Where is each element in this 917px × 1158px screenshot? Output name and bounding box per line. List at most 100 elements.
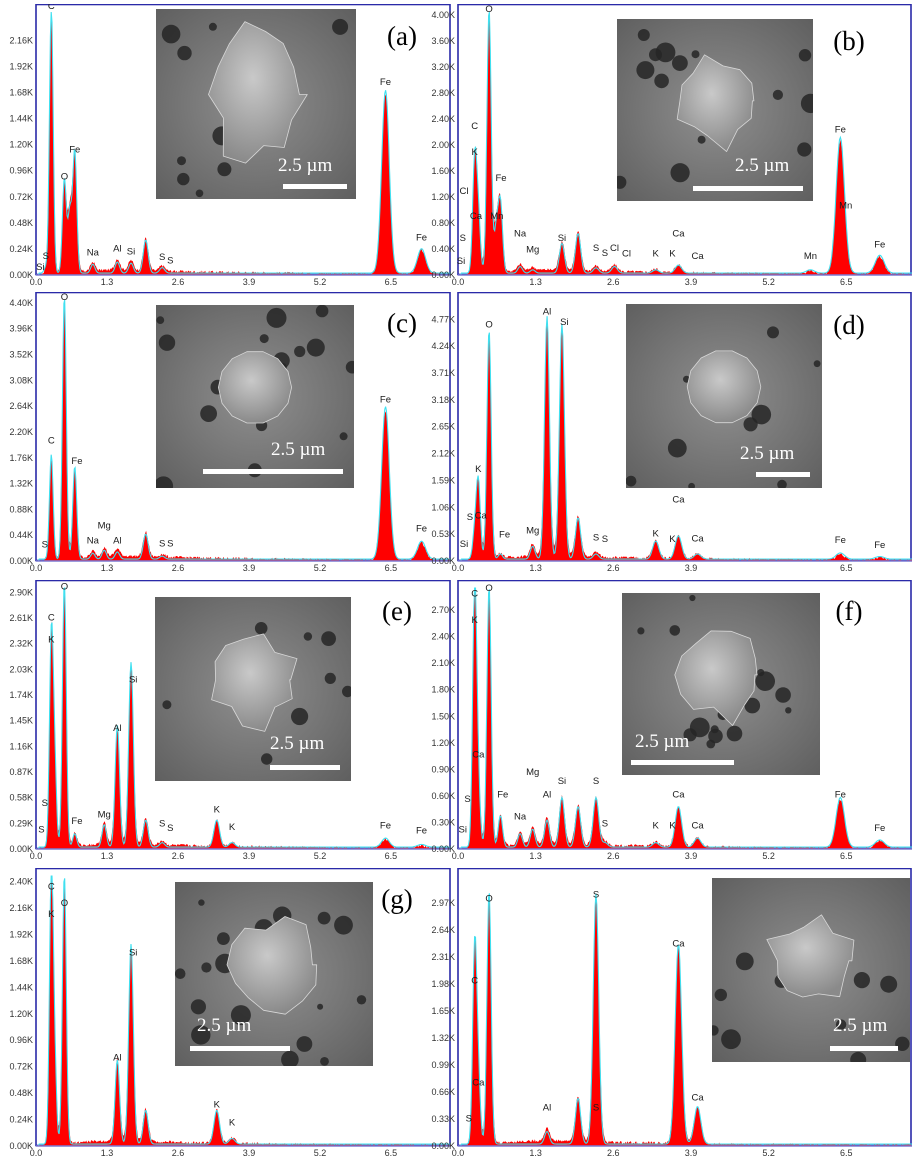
element-label: K — [48, 909, 55, 920]
element-label: K — [475, 464, 482, 475]
element-label: S — [167, 255, 173, 266]
element-label: S — [464, 794, 470, 805]
element-label: Mg — [98, 810, 111, 821]
y-tick-label: 1.92K — [9, 61, 33, 71]
element-label: Na — [514, 811, 527, 822]
element-label: Fe — [71, 456, 82, 467]
x-tick-label: 0.0 — [30, 277, 43, 287]
y-tick-label: 3.96K — [9, 324, 33, 334]
element-label: S — [602, 248, 608, 259]
y-tick-label: 1.45K — [9, 716, 33, 726]
element-label: S — [42, 539, 48, 550]
y-tick-label: 3.60K — [431, 36, 455, 46]
y-tick-label: 2.12K — [431, 449, 455, 459]
y-tick-label: 0.00K — [9, 556, 33, 566]
element-label: K — [669, 820, 676, 831]
x-tick-label: 6.5 — [840, 1148, 853, 1158]
reference-line — [458, 587, 912, 850]
reference-line — [458, 316, 912, 562]
element-label: Fe — [71, 816, 82, 827]
panel-label: (g) — [381, 884, 412, 914]
x-tick-label: 2.6 — [172, 563, 185, 573]
element-label: Fe — [499, 530, 510, 541]
element-label: S — [593, 243, 599, 254]
element-label: S — [42, 798, 48, 809]
y-tick-label: 0.66K — [431, 1087, 455, 1097]
x-tick-label: 0.0 — [30, 1148, 43, 1158]
panel-label: (f) — [836, 596, 863, 626]
element-label: O — [61, 292, 68, 303]
y-tick-label: 3.08K — [9, 375, 33, 385]
x-tick-label: 5.2 — [314, 563, 327, 573]
scale-bar — [270, 765, 340, 770]
y-tick-label: 0.00K — [431, 270, 455, 280]
scale-bar-label: 2.5 µm — [833, 1015, 888, 1036]
element-label: K — [472, 147, 479, 158]
element-label: S — [460, 233, 466, 244]
x-tick-label: 1.3 — [529, 563, 542, 573]
y-tick-label: 1.80K — [431, 685, 455, 695]
reference-line — [36, 875, 451, 1147]
element-label: O — [485, 4, 492, 15]
element-label: Fe — [380, 77, 391, 88]
y-tick-label: 0.29K — [9, 818, 33, 828]
element-label: Si — [127, 247, 135, 258]
x-tick-label: 2.6 — [172, 1148, 185, 1158]
y-tick-label: 0.60K — [431, 791, 455, 801]
element-label: Fe — [874, 540, 885, 551]
element-label: Mn — [804, 251, 817, 262]
x-tick-label: 0.0 — [30, 563, 43, 573]
x-tick-label: 1.3 — [101, 277, 114, 287]
y-tick-label: 0.58K — [9, 793, 33, 803]
element-label: Si — [129, 674, 137, 685]
y-tick-label: 0.72K — [9, 192, 33, 202]
element-label: Ca — [470, 211, 483, 222]
sem-inset-image — [175, 882, 373, 1066]
spectrum-area — [36, 12, 451, 275]
y-tick-label: 2.61K — [9, 613, 33, 623]
y-tick-label: 0.53K — [431, 529, 455, 539]
particle — [226, 916, 318, 1015]
element-label: Al — [113, 723, 121, 734]
element-label: Fe — [835, 789, 846, 800]
y-tick-label: 2.32K — [9, 639, 33, 649]
x-tick-label: 6.5 — [840, 277, 853, 287]
element-label: S — [593, 1102, 599, 1113]
x-tick-label: 0.0 — [452, 851, 465, 861]
element-label: Si — [558, 233, 566, 244]
y-tick-label: 4.24K — [431, 341, 455, 351]
element-label: O — [61, 172, 68, 183]
y-tick-label: 2.80K — [431, 88, 455, 98]
element-label: Fe — [495, 173, 506, 184]
x-tick-label: 6.5 — [385, 1148, 398, 1158]
element-label: Al — [113, 243, 121, 254]
element-label: Fe — [416, 524, 427, 535]
sem-inset-image — [156, 305, 354, 488]
element-label: Fe — [380, 820, 391, 831]
element-label: Cl — [622, 248, 631, 259]
sem-inset-image — [617, 19, 813, 201]
y-tick-label: 2.65K — [431, 422, 455, 432]
element-label: K — [653, 248, 660, 259]
element-label: O — [485, 894, 492, 905]
element-label: Na — [87, 535, 100, 546]
element-label: K — [472, 615, 479, 626]
element-label: O — [485, 583, 492, 594]
scale-bar — [283, 184, 347, 189]
y-tick-label: 2.40K — [431, 632, 455, 642]
element-label: Fe — [835, 535, 846, 546]
particle — [211, 633, 298, 732]
scale-bar-label: 2.5 µm — [278, 155, 333, 176]
element-label: S — [467, 512, 473, 523]
y-tick-label: 2.97K — [431, 898, 455, 908]
element-label: O — [61, 581, 68, 592]
y-tick-label: 1.06K — [431, 502, 455, 512]
x-tick-label: 5.2 — [762, 277, 775, 287]
scale-bar-label: 2.5 µm — [271, 439, 326, 460]
reference-line — [458, 11, 912, 276]
x-tick-label: 0.0 — [452, 277, 465, 287]
y-tick-label: 1.65K — [431, 1006, 455, 1016]
element-label: C — [48, 436, 55, 447]
y-tick-label: 1.20K — [431, 738, 455, 748]
x-tick-label: 1.3 — [101, 563, 114, 573]
